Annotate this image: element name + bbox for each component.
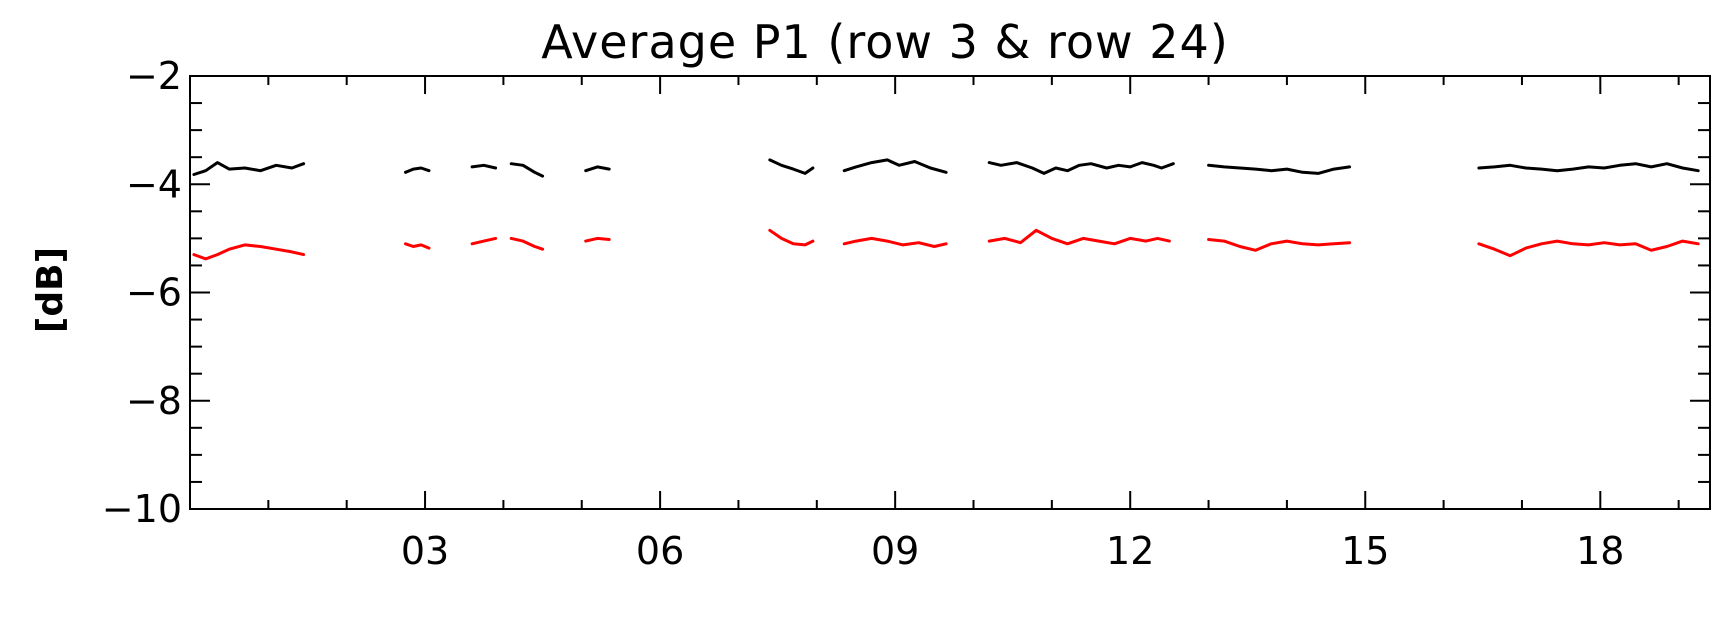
chart-title: Average P1 (row 3 & row 24) (541, 15, 1229, 69)
series-1-segment-10 (1477, 162, 1700, 173)
series-2-segment-6 (768, 228, 815, 247)
y-tick-label: −8 (126, 379, 182, 423)
x-tick-label: 15 (1341, 529, 1389, 573)
series-1-segment-4 (509, 162, 545, 178)
series-layer (192, 158, 1700, 261)
series-2-segment-1 (192, 243, 306, 261)
y-tick-label: −6 (126, 271, 182, 315)
series-1-segment-5 (584, 165, 611, 173)
series-2-segment-10 (1477, 239, 1700, 258)
series-1-segment-1 (192, 161, 306, 176)
y-tick-label: −2 (126, 54, 182, 98)
x-tick-label: 12 (1106, 529, 1154, 573)
series-2-segment-5 (584, 236, 611, 243)
x-tick-label: 06 (636, 529, 684, 573)
series-2-segment-2 (404, 242, 431, 250)
series-2-segment-7 (842, 236, 948, 248)
plot-frame (189, 75, 1711, 510)
series-2-segment-8 (987, 228, 1171, 246)
series-1-segment-9 (1207, 163, 1352, 175)
series-1-segment-3 (470, 163, 498, 170)
series-2-segment-3 (470, 236, 498, 246)
series-2-segment-4 (509, 236, 545, 251)
y-tick-label: −4 (126, 162, 182, 206)
x-tick-label: 03 (401, 529, 449, 573)
series-1-segment-6 (768, 158, 815, 175)
series-2-segment-9 (1207, 238, 1352, 252)
x-tick-label: 09 (871, 529, 919, 573)
tick-layer: −2 −4 −6 −8 −10 03 06 09 12 15 18 (102, 54, 1710, 573)
y-axis-label: [dB] (30, 247, 71, 333)
series-1-segment-7 (842, 158, 948, 174)
x-tick-label: 18 (1576, 529, 1624, 573)
y-tick-label: −10 (102, 487, 182, 531)
series-1-segment-8 (987, 161, 1175, 175)
series-1-segment-2 (404, 166, 431, 174)
